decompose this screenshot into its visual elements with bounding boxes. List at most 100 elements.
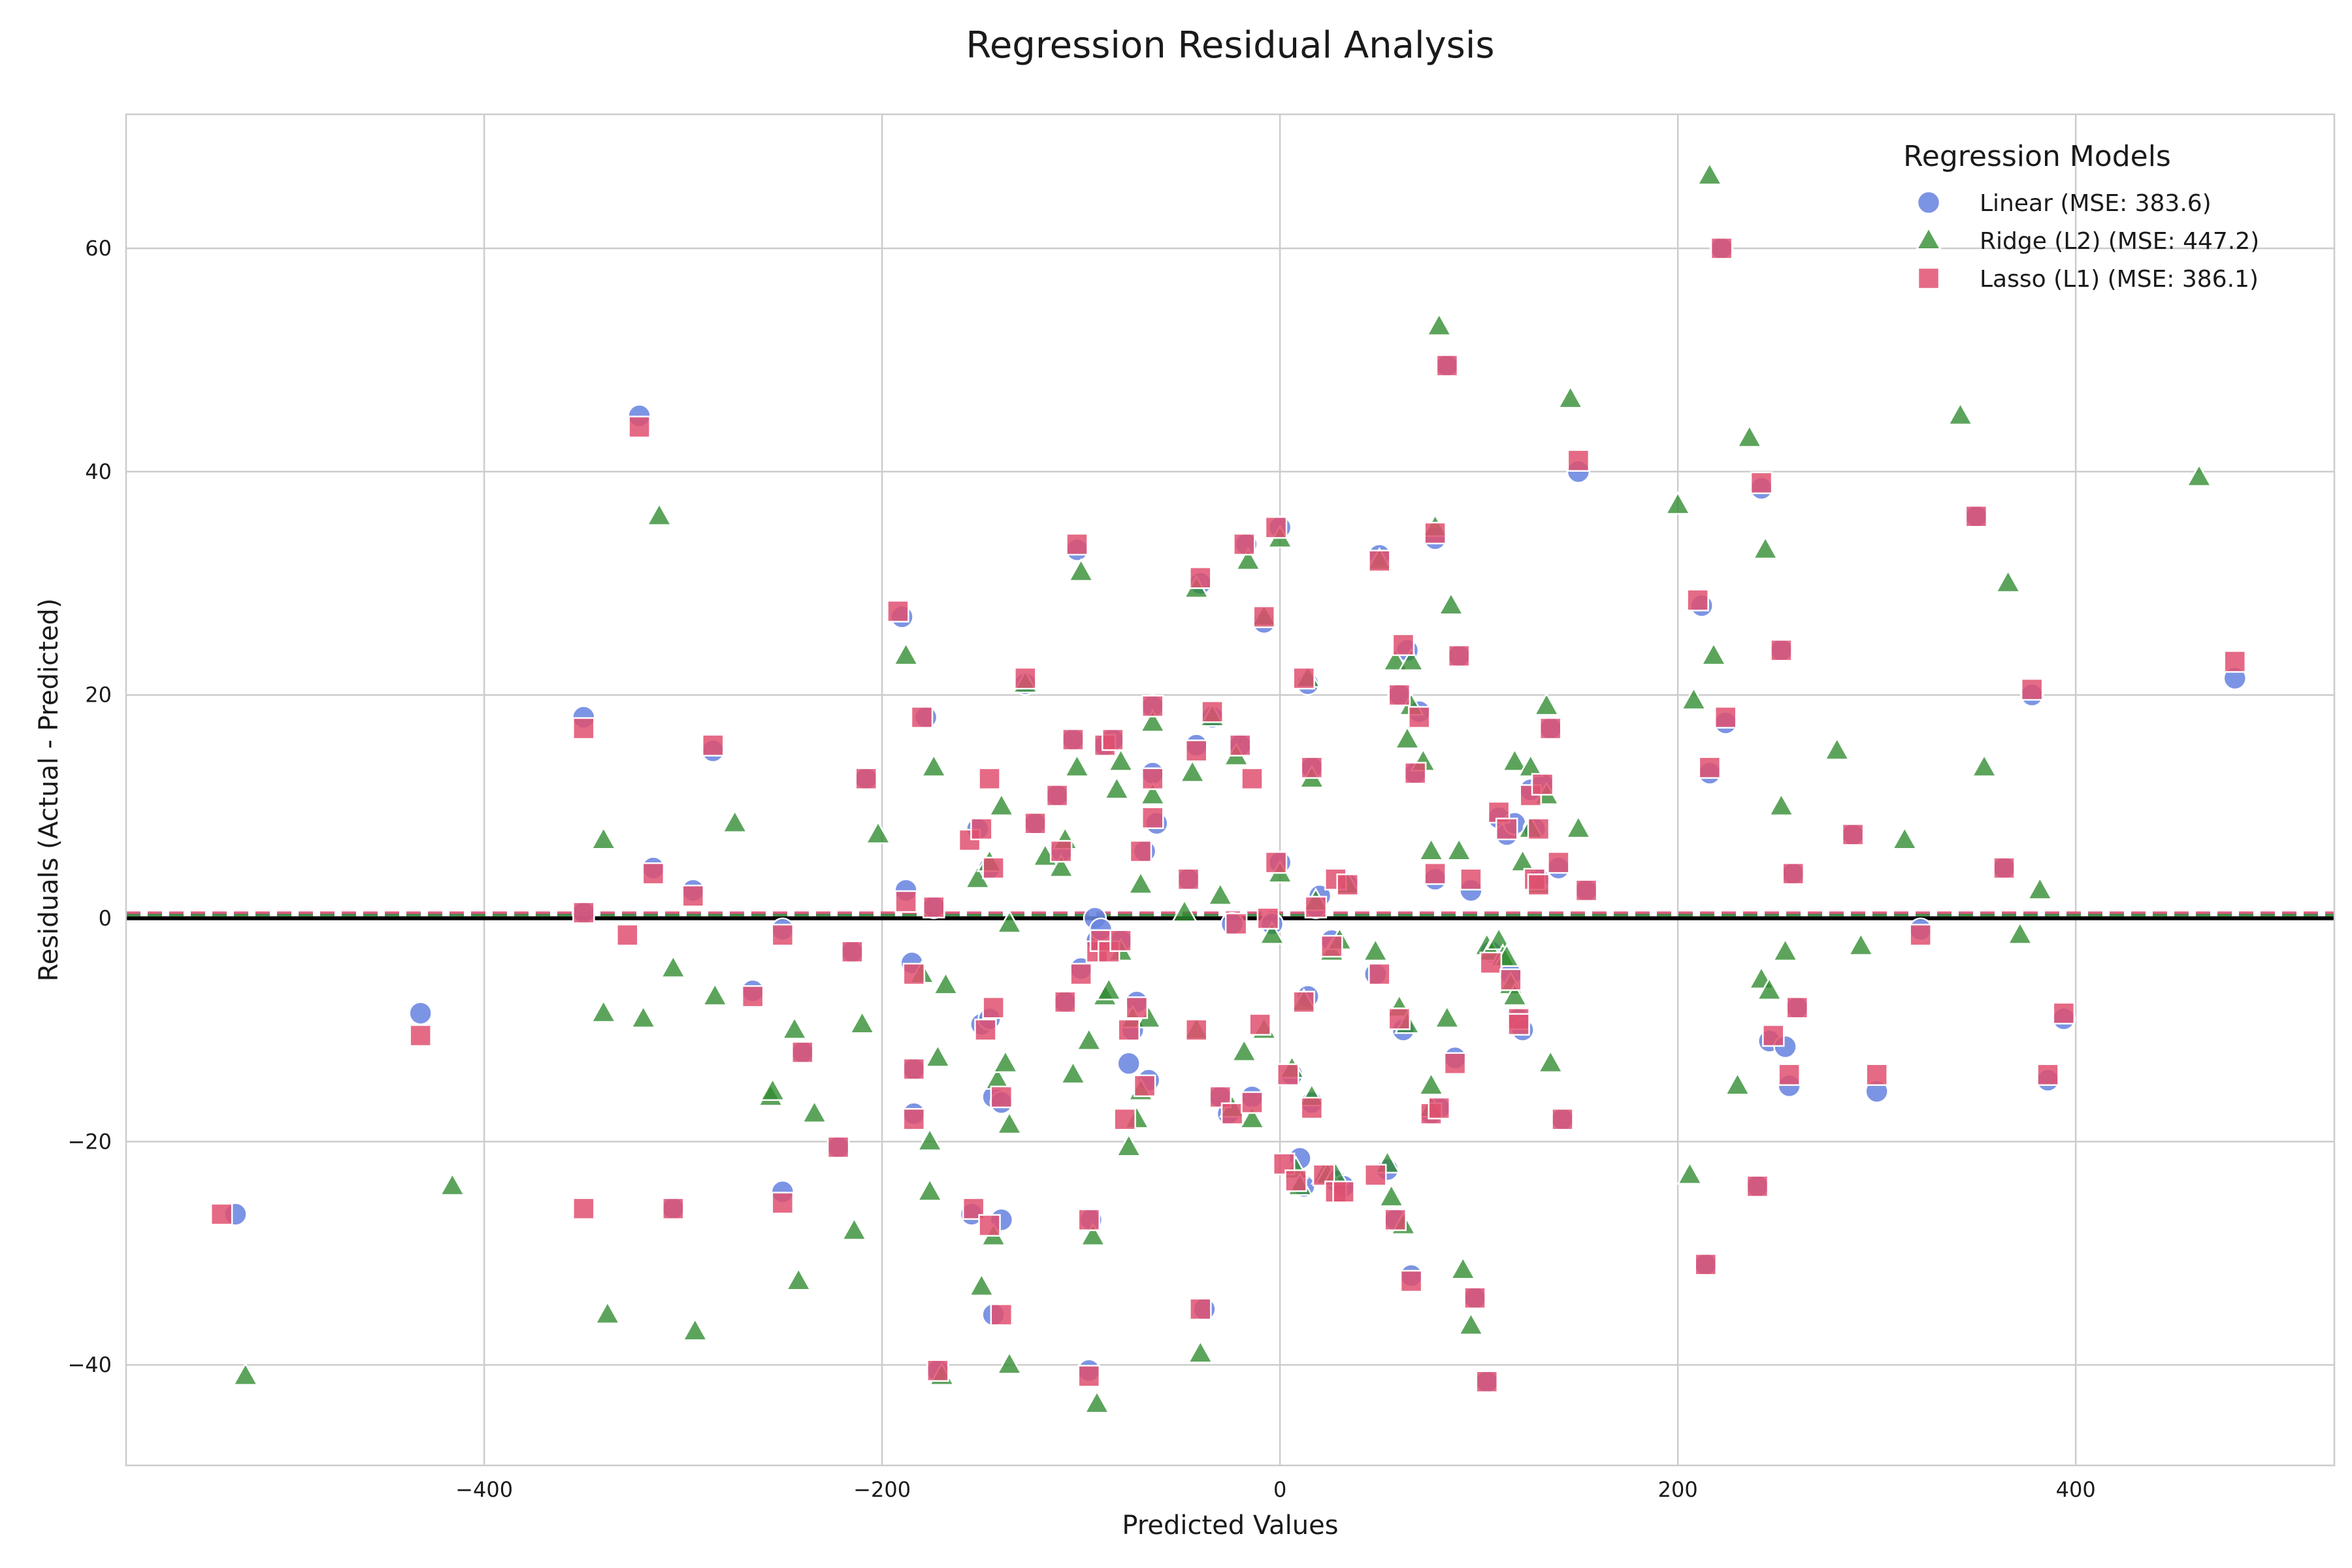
data-point-square: [1567, 449, 1590, 472]
data-point-square: [1364, 1164, 1387, 1186]
data-point-triangle: [232, 1362, 259, 1386]
data-point-triangle: [864, 820, 892, 844]
data-point-square: [990, 1303, 1013, 1326]
data-point-triangle: [1060, 1060, 1086, 1085]
data-point-circle: [1117, 1051, 1141, 1075]
data-point-square: [1141, 767, 1164, 791]
data-point-square: [681, 885, 705, 907]
data-point-square: [1479, 951, 1503, 975]
data-point-square: [1527, 874, 1550, 896]
data-point-square: [1024, 812, 1047, 835]
data-point-triangle: [1501, 747, 1528, 772]
data-point-square: [1428, 1096, 1450, 1120]
data-point-square: [2052, 1002, 2076, 1025]
data-point-square: [1049, 840, 1073, 863]
data-point-circle: [408, 1001, 433, 1026]
data-point-triangle: [1450, 1256, 1477, 1280]
data-point-triangle: [1700, 642, 1727, 666]
data-point-triangle: [645, 502, 673, 526]
data-point-triangle: [1139, 781, 1166, 806]
data-point-triangle: [996, 1350, 1023, 1375]
data-point-triangle: [785, 1267, 812, 1291]
data-point-square: [1241, 1091, 1264, 1114]
data-point-triangle: [988, 792, 1015, 817]
data-point-square: [1575, 879, 1598, 902]
data-point-square: [1782, 862, 1805, 885]
data-point-square: [1292, 666, 1315, 690]
data-point-triangle: [1239, 1105, 1266, 1129]
data-point-square: [616, 923, 639, 947]
data-point-square: [902, 1058, 926, 1081]
legend-title: Regression Models: [1903, 140, 2171, 173]
data-point-square: [1993, 857, 2016, 879]
plot-frame: [125, 113, 2336, 1467]
data-point-square: [926, 1359, 949, 1382]
data-point-triangle: [1107, 747, 1134, 772]
data-point-triangle: [781, 1015, 808, 1040]
data-point-square: [409, 1024, 432, 1047]
data-point-triangle: [968, 1272, 995, 1297]
data-point-square: [1786, 996, 1809, 1019]
x-tick-label: 400: [2056, 1477, 2096, 1502]
data-point-triangle: [1680, 686, 1707, 710]
data-point-triangle: [1437, 591, 1465, 615]
data-point-square: [702, 734, 725, 757]
data-point-square: [1117, 1019, 1140, 1041]
data-point-square: [1841, 823, 1865, 846]
data-point-square: [1388, 683, 1411, 706]
data-point-triangle: [1752, 535, 1779, 560]
series-square: [210, 237, 2246, 1394]
data-point-square: [1077, 1208, 1101, 1232]
data-point-square: [1475, 1370, 1499, 1394]
data-point-triangle: [1433, 1004, 1461, 1028]
data-point-triangle: [1394, 725, 1421, 749]
data-point-square: [2020, 678, 2044, 701]
data-point-square: [902, 962, 926, 986]
x-axis-label: Predicted Values: [1122, 1511, 1338, 1541]
data-point-triangle: [702, 982, 728, 1006]
data-point-triangle: [1664, 491, 1691, 515]
data-point-square: [1133, 1074, 1156, 1098]
data-point-square: [841, 940, 864, 964]
data-point-triangle: [721, 809, 748, 833]
data-point-square: [662, 1197, 685, 1220]
data-point-triangle: [1127, 870, 1154, 894]
data-point-square: [1384, 1208, 1407, 1232]
data-point-square: [1300, 1096, 1324, 1120]
legend: Regression Models Linear (MSE: 383.6) Rid…: [1903, 140, 2259, 293]
data-point-square: [1220, 1102, 1244, 1125]
data-point-triangle: [917, 1127, 943, 1151]
data-point-square: [910, 706, 934, 729]
data-point-triangle: [1079, 1222, 1107, 1247]
data-point-triangle: [2185, 463, 2213, 487]
data-point-square: [1209, 1085, 1232, 1109]
legend-triangle-icon: [1915, 226, 1942, 250]
data-point-triangle: [1756, 977, 1783, 1001]
data-point-triangle: [594, 1300, 621, 1324]
data-point-triangle: [1258, 921, 1286, 945]
data-point-square: [1177, 868, 1200, 890]
data-point-triangle: [1676, 1161, 1703, 1185]
data-point-triangle: [801, 1100, 828, 1124]
data-point-square: [1054, 990, 1077, 1013]
data-point-square: [1547, 851, 1570, 874]
data-point-square: [1403, 762, 1427, 785]
legend-entry-label: Lasso (L1) (MSE: 386.1): [1980, 266, 2259, 293]
data-point-square: [1408, 706, 1431, 729]
data-point-square: [1102, 728, 1124, 751]
data-point-square: [1201, 700, 1224, 723]
data-point-triangle: [1517, 753, 1544, 777]
data-point-triangle: [590, 999, 617, 1023]
data-point-triangle: [1509, 848, 1536, 872]
data-point-square: [1447, 644, 1471, 668]
data-point-square: [1184, 1019, 1208, 1041]
data-point-square: [1320, 935, 1343, 958]
data-point-triangle: [1096, 977, 1122, 1001]
data-point-triangle: [759, 1077, 786, 1102]
data-point-triangle: [1362, 938, 1389, 962]
data-point-triangle: [1557, 385, 1584, 409]
data-point-square: [1141, 806, 1164, 829]
data-point-square: [2223, 650, 2246, 673]
data-point-square: [978, 1214, 1001, 1237]
